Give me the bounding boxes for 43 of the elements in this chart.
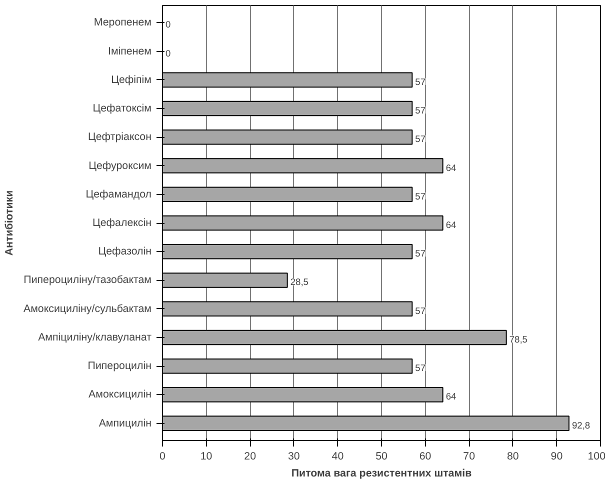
y-axis-title: Антибіотики bbox=[3, 190, 16, 256]
y-tick-label: Іміпенем bbox=[108, 45, 152, 58]
data-label: 57 bbox=[415, 76, 426, 87]
x-tick-label: 50 bbox=[376, 450, 388, 462]
y-tick-label: Пипероцилін bbox=[88, 360, 152, 372]
x-tick-label: 0 bbox=[160, 450, 166, 462]
y-tick-label: Ампицилін bbox=[98, 417, 152, 430]
y-tick-label: Цефуроксим bbox=[88, 160, 152, 172]
x-tick-label: 90 bbox=[550, 450, 563, 462]
y-tick-label: Цефалексін bbox=[92, 217, 152, 229]
y-tick-label: Ампіциліну/клавуланат bbox=[38, 331, 152, 344]
x-axis-title: Питома вага резистентних штамів bbox=[291, 468, 472, 480]
data-label: 57 bbox=[415, 134, 426, 144]
data-label: 92,8 bbox=[572, 420, 590, 430]
data-label: 57 bbox=[415, 106, 426, 116]
data-label: 78,5 bbox=[509, 334, 528, 344]
y-tick-label: Амоксициліну/сульбактам bbox=[23, 302, 152, 315]
y-tick-label: Цефазолін bbox=[98, 246, 152, 258]
y-tick-label: Цефатоксім bbox=[92, 102, 152, 115]
x-tick-label: 20 bbox=[244, 450, 256, 462]
data-label: 0 bbox=[166, 48, 171, 58]
x-tick-label: 80 bbox=[506, 450, 519, 462]
x-tick-label: 40 bbox=[332, 450, 344, 462]
data-label: 57 bbox=[415, 191, 426, 202]
data-label: 57 bbox=[415, 306, 426, 316]
data-label: 28,5 bbox=[290, 277, 308, 288]
x-tick-label: 10 bbox=[200, 450, 212, 462]
y-tick-label: Меропенем bbox=[94, 16, 152, 29]
x-tick-label: 30 bbox=[288, 450, 300, 462]
data-label: 64 bbox=[446, 220, 456, 230]
x-tick-label: 100 bbox=[588, 450, 606, 462]
y-tick-label: Цефамандол bbox=[86, 188, 152, 200]
data-label: 57 bbox=[415, 248, 426, 259]
data-label: 57 bbox=[415, 363, 426, 374]
x-tick-label: 60 bbox=[419, 450, 432, 462]
x-tick-label: 70 bbox=[463, 450, 476, 462]
data-label: 64 bbox=[446, 162, 456, 173]
y-tick-label: Цефіпім bbox=[111, 74, 152, 86]
y-tick-label: Цефтріаксон bbox=[88, 131, 152, 144]
y-tick-label: Пипероциліну/тазобактам bbox=[24, 274, 152, 286]
data-label: 64 bbox=[446, 392, 456, 402]
data-label: 0 bbox=[166, 20, 171, 30]
y-tick-label: Амоксицилін bbox=[88, 388, 152, 401]
